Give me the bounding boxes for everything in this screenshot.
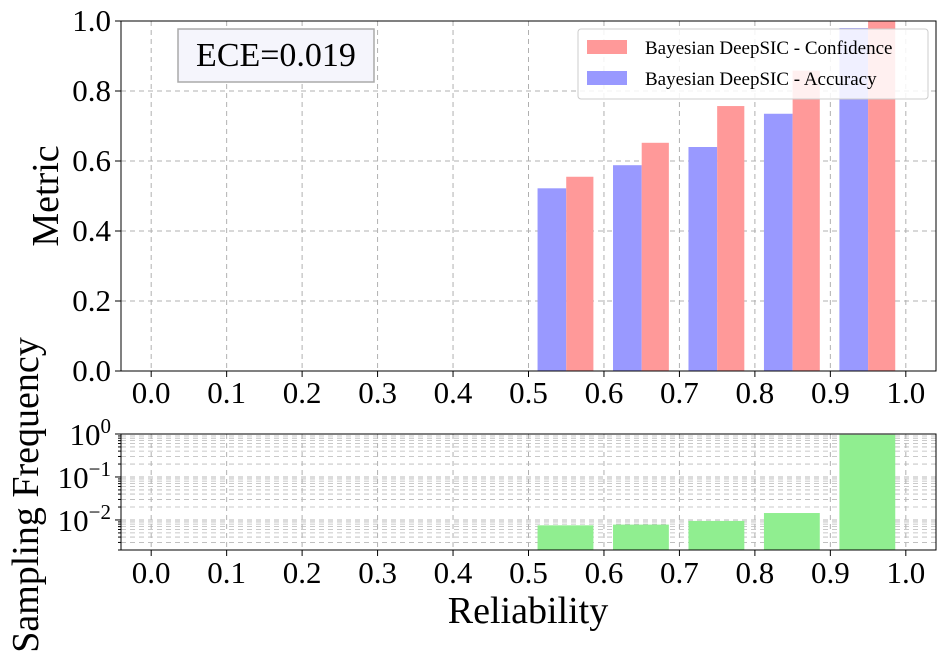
bottom-panel: 0.0 0.1 0.2 0.3 0.4 0.5 0.6 0.7 0.8 0.9 1.010−210−… bbox=[5, 337, 937, 653]
legend-label-confidence: Bayesian DeepSIC - Confidence bbox=[645, 38, 892, 59]
bottom-x-tick-label: 0.7 bbox=[660, 555, 699, 590]
x-axis-label: Reliability bbox=[448, 590, 608, 632]
bottom-y-axis-label: Sampling Frequency bbox=[5, 337, 47, 653]
top-x-tick-label: 0.4 bbox=[434, 375, 473, 410]
top-y-axis-label: Metric bbox=[25, 145, 67, 246]
bottom-x-tick-label: 0.1 bbox=[207, 555, 246, 590]
top-y-tick-label: 0.0 bbox=[72, 353, 111, 388]
top-y-tick-label: 0.8 bbox=[72, 73, 111, 108]
accuracy-bar bbox=[763, 113, 793, 371]
top-y-tick-label: 0.6 bbox=[72, 143, 111, 178]
tick-base: 10 bbox=[58, 460, 89, 495]
accuracy-bar bbox=[688, 147, 718, 371]
confidence-bar bbox=[641, 142, 669, 371]
confidence-bar bbox=[717, 106, 745, 372]
bottom-y-tick-label: 10−2 bbox=[58, 500, 111, 538]
legend-box bbox=[577, 28, 929, 100]
top-x-tick-label: 0.0 bbox=[132, 375, 171, 410]
sampling-frequency-bar bbox=[839, 434, 896, 550]
top-x-tick-label: 0.2 bbox=[283, 375, 322, 410]
bottom-x-tick-label: 0.5 bbox=[509, 555, 548, 590]
top-x-tick-label: 0.3 bbox=[358, 375, 397, 410]
top-x-tick-label: 0.5 bbox=[509, 375, 548, 410]
confidence-bar bbox=[566, 176, 594, 371]
tick-exponent: −2 bbox=[89, 500, 111, 524]
bottom-x-tick-label: 1.0 bbox=[886, 555, 925, 590]
legend-swatch-confidence bbox=[587, 40, 627, 54]
bottom-x-tick-label: 0.0 bbox=[132, 555, 171, 590]
tick-exponent: 0 bbox=[101, 414, 112, 438]
bottom-x-tick-label: 0.6 bbox=[585, 555, 624, 590]
bottom-x-tick-label: 0.8 bbox=[736, 555, 775, 590]
top-x-tick-label: 0.6 bbox=[585, 375, 624, 410]
top-x-tick-label: 0.9 bbox=[811, 375, 850, 410]
legend-label-accuracy: Bayesian DeepSIC - Accuracy bbox=[645, 69, 877, 90]
top-y-tick-label: 0.2 bbox=[72, 283, 111, 318]
ece-annotation: ECE=0.019 bbox=[196, 37, 356, 74]
confidence-bar bbox=[792, 70, 820, 371]
tick-exponent: −1 bbox=[89, 457, 111, 481]
top-x-tick-label: 0.1 bbox=[207, 375, 246, 410]
sampling-frequency-bar bbox=[537, 525, 594, 550]
bottom-y-tick-label: 100 bbox=[70, 414, 112, 452]
bottom-y-tick-label: 10−1 bbox=[58, 457, 111, 495]
bottom-x-tick-label: 0.3 bbox=[358, 555, 397, 590]
tick-base: 10 bbox=[58, 503, 89, 538]
ece-box bbox=[177, 28, 375, 83]
top-y-tick-label: 1.0 bbox=[72, 3, 111, 38]
top-y-tick-label: 0.4 bbox=[72, 213, 111, 248]
bottom-x-tick-label: 0.9 bbox=[811, 555, 850, 590]
accuracy-bar bbox=[537, 188, 567, 371]
bottom-x-tick-label: 0.4 bbox=[434, 555, 473, 590]
top-x-tick-label: 1.0 bbox=[886, 375, 925, 410]
top-x-tick-label: 0.8 bbox=[736, 375, 775, 410]
sampling-frequency-bar bbox=[763, 513, 820, 550]
accuracy-bar bbox=[613, 165, 642, 371]
legend-swatch-accuracy bbox=[587, 71, 627, 85]
tick-base: 10 bbox=[70, 417, 101, 452]
bottom-x-tick-label: 0.2 bbox=[283, 555, 322, 590]
sampling-frequency-bar bbox=[613, 524, 669, 550]
top-x-tick-label: 0.7 bbox=[660, 375, 699, 410]
sampling-frequency-bar bbox=[688, 520, 745, 550]
top-panel: 0.0 0.1 0.2 0.3 0.4 0.5 0.6 0.7 0.8 0.9 1.0 0.0 0.2 0… bbox=[25, 3, 937, 410]
